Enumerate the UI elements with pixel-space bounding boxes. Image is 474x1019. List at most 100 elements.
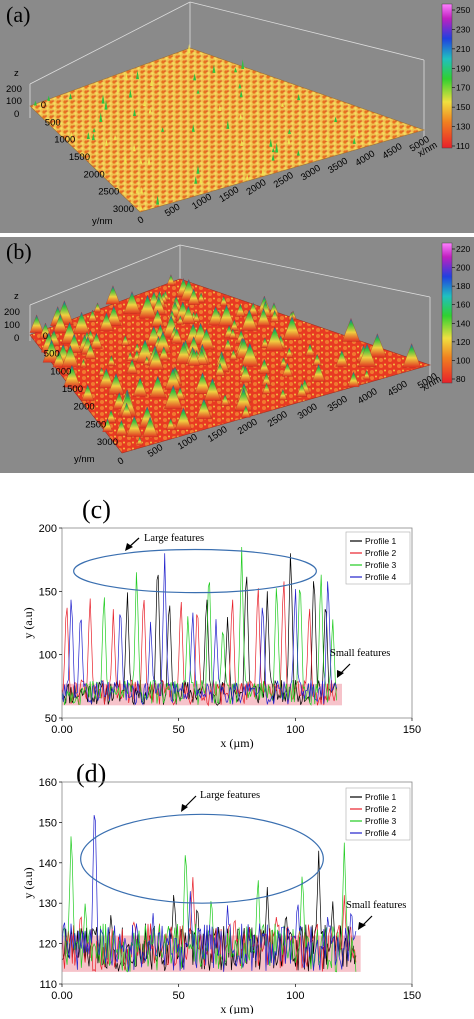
panel-a-spikes bbox=[33, 43, 359, 211]
panel-a-z-tick: 100 bbox=[6, 96, 22, 107]
x-tick-label: 50 bbox=[173, 724, 185, 736]
legend-entry: Profile 2 bbox=[365, 804, 396, 814]
large-features-ellipse bbox=[80, 813, 324, 904]
x-tick-label: 3000 bbox=[299, 163, 323, 184]
panel-a-y-ticks: 0 500 1000 1500 2000 2500 3000 bbox=[41, 100, 134, 215]
y-tick-label: 3000 bbox=[113, 204, 134, 215]
x-tick-label: 50 bbox=[173, 990, 185, 1002]
x-tick-label: 0.00 bbox=[51, 990, 72, 1002]
panel-a-z-tick: 0 bbox=[14, 109, 19, 120]
legend-entry: Profile 3 bbox=[365, 816, 396, 826]
legend-entry: Profile 2 bbox=[365, 548, 396, 558]
y-axis-label: y (a.u) bbox=[21, 607, 35, 638]
panel-a-box-frame bbox=[29, 1, 425, 140]
x-axis-label: x (µm) bbox=[220, 1002, 253, 1014]
y-tick-label: 130 bbox=[39, 898, 57, 910]
y-tick-label: 120 bbox=[39, 939, 57, 951]
panel-b-peaks bbox=[29, 274, 421, 446]
panel-a-y-axis-label: y/nm bbox=[92, 216, 113, 227]
y-tick-label: 2000 bbox=[74, 402, 95, 413]
x-tick-label: 4000 bbox=[353, 148, 377, 169]
panel-a-colorbar-ticks: 250 230 210 190 170 150 130 110 bbox=[452, 5, 470, 151]
y-tick-label: 50 bbox=[45, 713, 57, 725]
colorbar-tick-label: 180 bbox=[456, 281, 470, 291]
panel-b-colorbar-ticks: 220 200 180 160 140 120 100 80 bbox=[452, 244, 470, 384]
y-tick-label: 500 bbox=[44, 349, 60, 360]
y-tick-label: 1500 bbox=[69, 152, 90, 163]
y-tick-label: 200 bbox=[39, 523, 57, 535]
chart-panel-label: (d) bbox=[76, 760, 106, 788]
colorbar-tick-label: 160 bbox=[456, 300, 470, 310]
panel-b-y-axis-label: y/nm bbox=[74, 454, 95, 465]
legend-entry: Profile 4 bbox=[365, 828, 396, 838]
x-tick-label: 100 bbox=[286, 990, 304, 1002]
panel-b-z-tick: 0 bbox=[14, 333, 19, 344]
x-tick-label: 2500 bbox=[266, 409, 290, 430]
legend: Profile 1 Profile 2 Profile 3 Profile 4 bbox=[345, 787, 411, 841]
legend-entry: Profile 1 bbox=[365, 792, 396, 802]
panel-b-z-axis-label: z bbox=[14, 291, 19, 302]
y-tick-label: 140 bbox=[39, 858, 57, 870]
x-tick-label: 150 bbox=[403, 990, 421, 1002]
colorbar-tick-label: 140 bbox=[456, 318, 470, 328]
y-tick-label: 1000 bbox=[54, 135, 75, 146]
y-axis-label: y (a.u) bbox=[21, 867, 35, 898]
panel-a-colorbar bbox=[441, 3, 453, 149]
x-tick-label: 0 bbox=[116, 455, 126, 467]
x-axis-label: x (µm) bbox=[220, 736, 253, 750]
small-features-annotation: Small features bbox=[330, 648, 390, 659]
colorbar-tick-label: 130 bbox=[456, 122, 470, 132]
plot-frame bbox=[61, 527, 413, 719]
x-tick-label: 4000 bbox=[356, 386, 380, 407]
y-tick-label: 1500 bbox=[62, 384, 83, 395]
large-features-annotation: Large features bbox=[144, 533, 204, 544]
panel-b-3d-surface: z 200 100 0 0 500 1000 1500 2000 2500 3000 0 50… bbox=[0, 237, 474, 473]
y-tick-label: 0 bbox=[41, 100, 46, 111]
y-tick-label: 2500 bbox=[85, 419, 106, 430]
chart-d-svg: (d) 0.00 50 100 150 110 120 130 140 150 160 x (µm) y… bbox=[21, 759, 421, 1016]
legend-entry: Profile 3 bbox=[365, 560, 396, 570]
colorbar-tick-label: 110 bbox=[456, 141, 470, 151]
legend-entry: Profile 1 bbox=[365, 536, 396, 546]
chart-panel-label: (c) bbox=[82, 495, 111, 524]
series-line-1 bbox=[61, 850, 357, 972]
colorbar-tick-label: 190 bbox=[456, 63, 470, 73]
large-features-ellipse bbox=[73, 548, 317, 594]
colorbar-tick-label: 230 bbox=[456, 24, 470, 34]
y-tick-label: 160 bbox=[39, 777, 57, 789]
y-tick-label: 3000 bbox=[97, 437, 118, 448]
x-tick-label: 4500 bbox=[386, 379, 410, 400]
colorbar-tick-label: 210 bbox=[456, 44, 470, 54]
colorbar-tick-label: 150 bbox=[456, 102, 470, 112]
y-tick-label: 150 bbox=[39, 817, 57, 829]
y-tick-label: 110 bbox=[39, 979, 57, 991]
x-tick-label: 4500 bbox=[381, 141, 405, 162]
small-features-annotation: Small features bbox=[346, 900, 406, 911]
colorbar-tick-label: 220 bbox=[456, 244, 470, 254]
panel-a-label: (a) bbox=[6, 2, 31, 27]
x-tick-label: 100 bbox=[286, 724, 304, 736]
panel-a-surface bbox=[29, 47, 425, 213]
colorbar-tick-label: 120 bbox=[456, 337, 470, 347]
series-line-4 bbox=[61, 553, 337, 706]
large-features-annotation: Large features bbox=[200, 790, 260, 801]
colorbar-tick-label: 250 bbox=[456, 5, 470, 15]
panel-b-z-tick: 100 bbox=[4, 320, 20, 331]
panel-a-z-tick: 200 bbox=[6, 84, 22, 95]
colorbar-tick-label: 200 bbox=[456, 263, 470, 273]
y-tick-label: 2000 bbox=[84, 169, 105, 180]
x-tick-label: 3000 bbox=[296, 401, 320, 422]
x-tick-label: 0 bbox=[136, 214, 146, 226]
panel-b-colorbar bbox=[441, 242, 453, 384]
y-tick-label: 2500 bbox=[98, 187, 119, 198]
plot-frame bbox=[61, 781, 413, 985]
chart-d: (d) 0.00 50 100 150 110 120 130 140 150 160 x (µm) y… bbox=[0, 759, 474, 1016]
colorbar-tick-label: 170 bbox=[456, 83, 470, 93]
x-tick-label: 150 bbox=[403, 724, 421, 736]
y-tick-label: 100 bbox=[39, 650, 57, 662]
x-tick-label: 3500 bbox=[326, 394, 350, 415]
y-tick-label: 150 bbox=[39, 586, 57, 598]
